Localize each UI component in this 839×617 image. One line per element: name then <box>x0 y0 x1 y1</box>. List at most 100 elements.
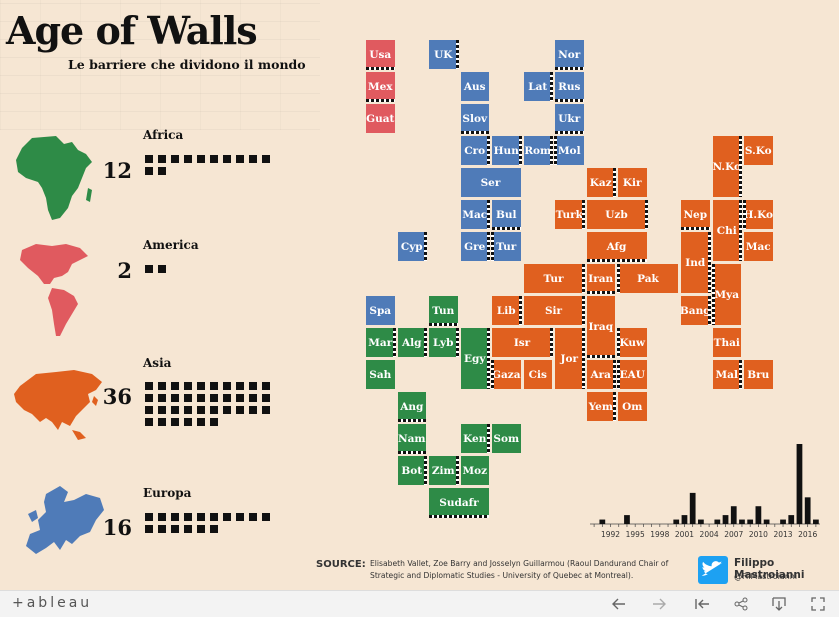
country-tile-bang[interactable]: Bang <box>680 296 711 325</box>
country-tile-mac[interactable]: Mac <box>460 200 489 229</box>
country-tile-gaza[interactable]: Gaza <box>492 360 521 389</box>
country-tile-ken[interactable]: Ken <box>460 424 489 453</box>
timeline-year-label: 2004 <box>700 530 719 539</box>
country-tile-rus[interactable]: Rus <box>555 72 584 101</box>
timeline-bar-2013[interactable] <box>780 519 786 524</box>
timeline-bar-2009[interactable] <box>747 519 754 524</box>
country-tile-mya[interactable]: Mya <box>712 264 741 325</box>
country-tile-hun[interactable]: Hun <box>492 136 521 165</box>
timeline-bar-2005[interactable] <box>714 519 721 524</box>
country-tile-tur[interactable]: Tur <box>492 232 521 261</box>
country-tile-kaz[interactable]: Kaz <box>586 168 615 197</box>
country-tile-iran[interactable]: Iran <box>586 264 615 293</box>
country-tile-sko[interactable]: S.Ko <box>744 136 773 165</box>
country-tile-iraq[interactable]: Iraq <box>586 296 615 357</box>
country-tile-turk[interactable]: Turk <box>555 200 584 229</box>
wall-count-dot <box>249 406 257 414</box>
share-button[interactable] <box>731 594 751 614</box>
country-tile-zim[interactable]: Zim <box>429 456 458 485</box>
country-tile-eau[interactable]: EAU <box>618 360 647 389</box>
country-tile-bru[interactable]: Bru <box>744 360 773 389</box>
country-tile-hko[interactable]: H.Ko <box>744 200 773 229</box>
country-tile-lib[interactable]: Lib <box>492 296 521 325</box>
timeline-bar-2001[interactable] <box>681 515 688 524</box>
country-tile-nko[interactable]: N.Ko <box>712 136 741 197</box>
country-tile-sir[interactable]: Sir <box>523 296 584 325</box>
country-tile-cis[interactable]: Cis <box>523 360 552 389</box>
country-tile-ukr[interactable]: Ukr <box>555 104 584 133</box>
undo-button[interactable] <box>609 594 629 614</box>
download-button[interactable] <box>769 594 789 614</box>
country-tile-isr[interactable]: Isr <box>492 328 552 357</box>
fullscreen-icon <box>811 597 825 611</box>
timeline-bar-2006[interactable] <box>722 515 729 524</box>
country-tile-ser[interactable]: Ser <box>460 168 521 197</box>
timeline-bar-2003[interactable] <box>698 519 704 524</box>
country-tile-pak[interactable]: Pak <box>618 264 678 293</box>
country-tile-spa[interactable]: Spa <box>366 296 395 325</box>
timeline-bar-2014[interactable] <box>788 515 795 524</box>
timeline-bar-1991[interactable] <box>599 519 606 524</box>
country-tile-aus[interactable]: Aus <box>460 72 489 101</box>
country-tile-mex[interactable]: Mex <box>366 72 395 101</box>
country-tile-egy[interactable]: Egy <box>460 328 489 389</box>
redo-button[interactable] <box>649 594 669 614</box>
country-tile-bot[interactable]: Bot <box>397 456 426 485</box>
country-tile-som[interactable]: Som <box>492 424 521 453</box>
country-tile-afg[interactable]: Afg <box>586 232 647 261</box>
country-tile-kir[interactable]: Kir <box>618 168 647 197</box>
timeline-bar-2016[interactable] <box>804 497 811 524</box>
country-tile-ang[interactable]: Ang <box>397 392 426 421</box>
country-tile-sah[interactable]: Sah <box>366 360 395 389</box>
country-tile-guat[interactable]: Guat <box>366 104 395 133</box>
country-tile-uk[interactable]: UK <box>429 40 458 69</box>
fullscreen-button[interactable] <box>808 594 828 614</box>
country-tile-slov[interactable]: Slov <box>460 104 489 133</box>
country-tile-yem[interactable]: Yem <box>586 392 615 421</box>
country-tile-mar[interactable]: Mar <box>366 328 395 357</box>
country-tile-nam[interactable]: Nam <box>397 424 426 453</box>
country-tile-rom[interactable]: Rom <box>523 136 552 165</box>
country-tile-cro[interactable]: Cro <box>460 136 489 165</box>
country-tile-thai[interactable]: Thai <box>712 328 741 357</box>
country-tile-jor[interactable]: Jor <box>555 328 584 389</box>
country-tile-nor[interactable]: Nor <box>555 40 584 69</box>
country-tile-chi[interactable]: Chi <box>712 200 741 261</box>
timeline-bar-2007[interactable] <box>730 506 737 524</box>
country-tile-mol[interactable]: Mol <box>555 136 584 165</box>
wall-marker <box>586 259 647 262</box>
timeline-bar-2017[interactable] <box>813 519 819 524</box>
country-tile-moz[interactable]: Moz <box>460 456 489 485</box>
country-tile-usa[interactable]: Usa <box>366 40 395 69</box>
revert-button[interactable] <box>692 594 712 614</box>
country-tile-ara[interactable]: Ara <box>586 360 615 389</box>
timeline-bar-2008[interactable] <box>739 519 745 524</box>
country-tile-om[interactable]: Om <box>618 392 647 421</box>
timeline-bar-2015[interactable] <box>796 444 803 524</box>
timeline-bar-2002[interactable] <box>689 492 696 524</box>
country-tile-lyb[interactable]: Lyb <box>429 328 458 357</box>
country-tile-uzb[interactable]: Uzb <box>586 200 647 229</box>
country-tile-mal[interactable]: Mal <box>712 360 741 389</box>
country-tile-mac[interactable]: Mac <box>744 232 773 261</box>
twitter-icon[interactable] <box>698 556 728 584</box>
country-tile-tun[interactable]: Tun <box>429 296 458 325</box>
country-tile-ind[interactable]: Ind <box>681 232 710 293</box>
timeline-bar-2000[interactable] <box>673 519 680 524</box>
country-tile-gre[interactable]: Gre <box>460 232 489 261</box>
country-tile-sudafr[interactable]: Sudafr <box>429 488 489 517</box>
country-tile-bul[interactable]: Bul <box>492 200 521 229</box>
walls-per-year-chart: 1992 1995 1998 2001 2004 2007 2010 2013 2016 <box>590 444 820 539</box>
timeline-bar-2011[interactable] <box>763 519 770 524</box>
country-tile-lat[interactable]: Lat <box>523 72 552 101</box>
country-tile-kuw[interactable]: Kuw <box>618 328 647 357</box>
timeline-bar-1994[interactable] <box>624 515 630 524</box>
country-tile-cyp[interactable]: Cyp <box>397 232 426 261</box>
country-tile-nep[interactable]: Nep <box>681 200 710 229</box>
timeline-bar-2010[interactable] <box>755 506 762 524</box>
author-handle[interactable]: @FilMastroianni <box>734 572 798 581</box>
europe-map-icon <box>26 486 104 554</box>
tableau-logo[interactable]: +ableau <box>12 595 93 611</box>
country-tile-alg[interactable]: Alg <box>397 328 426 357</box>
country-tile-tur[interactable]: Tur <box>523 264 584 293</box>
